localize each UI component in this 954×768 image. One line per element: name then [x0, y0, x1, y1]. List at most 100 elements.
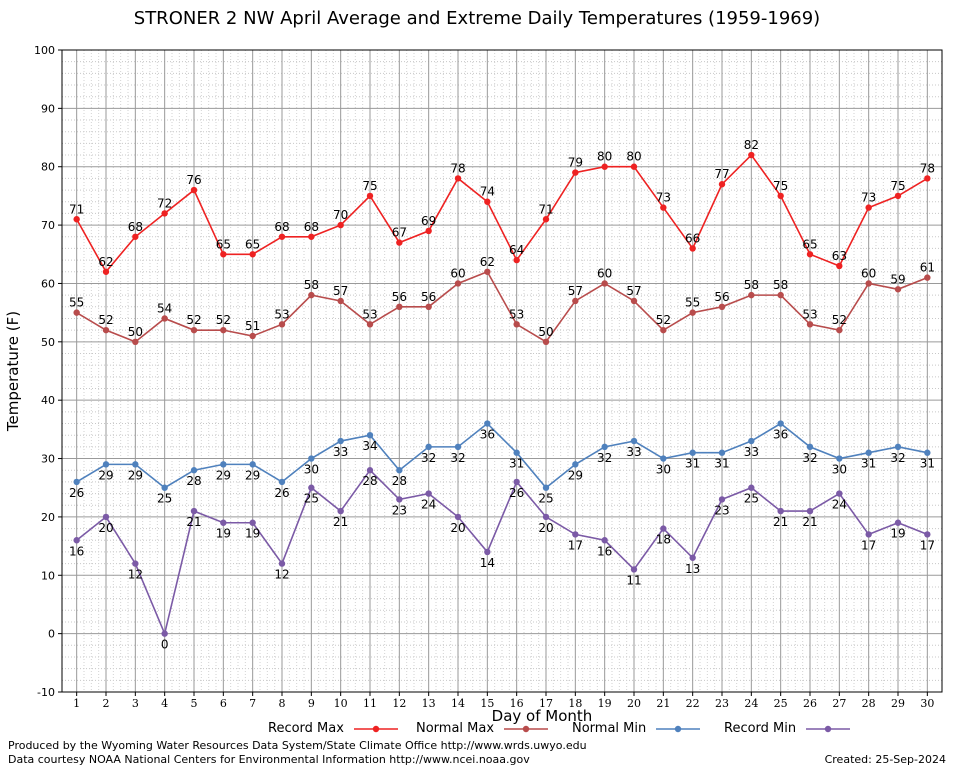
- data-point: [572, 297, 579, 305]
- data-label: 58: [304, 278, 319, 292]
- data-label: 82: [744, 138, 759, 152]
- x-tick-label: 11: [363, 697, 377, 710]
- legend-swatch: [353, 725, 398, 732]
- data-point: [484, 548, 491, 556]
- y-tick-label: 70: [41, 219, 55, 232]
- x-tick-label: 7: [249, 697, 256, 710]
- data-label: 68: [128, 220, 143, 234]
- data-point: [249, 519, 256, 526]
- x-tick-label: 19: [598, 697, 612, 710]
- y-tick-label: 10: [41, 569, 55, 582]
- legend-entry: Normal Max: [416, 721, 550, 736]
- data-point: [102, 513, 110, 521]
- data-label: 74: [480, 185, 495, 199]
- data-point: [220, 461, 227, 468]
- data-label: 31: [509, 457, 524, 471]
- data-point: [513, 449, 520, 456]
- data-label: 55: [685, 296, 700, 310]
- data-label: 68: [274, 220, 289, 234]
- data-point: [748, 484, 755, 491]
- data-point: [484, 198, 491, 205]
- data-label: 63: [832, 249, 847, 263]
- x-tick-label: 29: [891, 697, 905, 710]
- data-label: 68: [304, 220, 319, 234]
- data-point: [102, 461, 110, 468]
- data-point: [425, 227, 432, 235]
- data-point: [924, 274, 931, 281]
- data-point: [689, 245, 696, 252]
- data-label: 0: [161, 638, 169, 652]
- data-label: 36: [773, 428, 788, 442]
- data-point: [748, 151, 755, 159]
- data-point: [630, 437, 638, 445]
- data-label: 13: [685, 562, 700, 576]
- data-label: 66: [685, 231, 700, 245]
- y-tick-label: 0: [48, 628, 55, 641]
- major-grid: [62, 49, 942, 693]
- data-point: [308, 484, 315, 491]
- legend-label: Normal Min: [572, 721, 647, 736]
- data-point: [366, 467, 374, 474]
- data-label: 21: [333, 515, 348, 529]
- data-label: 54: [157, 301, 172, 315]
- data-label: 56: [714, 290, 729, 304]
- data-label: 69: [421, 214, 436, 228]
- data-point: [777, 192, 784, 200]
- x-tick-label: 6: [220, 697, 227, 710]
- data-point: [865, 204, 872, 211]
- data-point: [660, 455, 667, 462]
- data-point: [278, 321, 286, 328]
- x-tick-label: 27: [832, 697, 846, 710]
- data-label: 52: [832, 313, 847, 327]
- data-label: 79: [568, 156, 583, 170]
- data-label: 65: [216, 237, 231, 251]
- data-point: [308, 455, 315, 462]
- data-point: [396, 467, 403, 474]
- data-point: [425, 490, 432, 497]
- data-point: [278, 478, 286, 486]
- data-point: [836, 490, 843, 497]
- x-tick-label: 16: [510, 697, 524, 710]
- data-label: 16: [597, 544, 612, 558]
- series-line: [76, 422, 928, 489]
- data-point: [73, 216, 80, 223]
- x-axis-label: Day of Month: [492, 707, 593, 725]
- data-label: 19: [890, 527, 905, 541]
- data-point: [601, 443, 608, 451]
- data-label: 17: [861, 538, 876, 552]
- data-label: 78: [920, 161, 935, 175]
- x-tick-label: 13: [422, 697, 436, 710]
- data-label: 20: [538, 521, 553, 535]
- footer-produced-by: Produced by the Wyoming Water Resources …: [8, 739, 587, 752]
- x-tick-label: 14: [451, 697, 465, 710]
- y-tick-label: 40: [41, 394, 55, 407]
- data-point: [161, 630, 168, 637]
- data-point: [718, 449, 726, 456]
- data-point: [777, 507, 784, 515]
- data-label: 12: [274, 568, 289, 582]
- data-point: [425, 303, 432, 310]
- series-line: [75, 153, 928, 274]
- data-point: [513, 478, 520, 486]
- data-point: [132, 560, 139, 567]
- data-label: 62: [98, 255, 113, 269]
- data-label: 58: [773, 278, 788, 292]
- data-label: 75: [773, 179, 788, 193]
- data-label: 26: [69, 486, 84, 500]
- data-point: [542, 338, 550, 346]
- data-point: [924, 531, 931, 538]
- data-point: [718, 303, 726, 310]
- data-label: 21: [186, 515, 201, 529]
- data-point: [542, 484, 550, 491]
- x-tick-label: 5: [191, 697, 198, 710]
- data-point: [806, 507, 814, 515]
- data-label: 26: [509, 486, 524, 500]
- x-tick-label: 10: [334, 697, 348, 710]
- data-point: [572, 169, 579, 176]
- data-point: [718, 181, 726, 188]
- data-label: 50: [538, 325, 553, 339]
- x-tick-label: 3: [132, 697, 139, 710]
- series-line: [76, 468, 928, 637]
- data-label: 36: [480, 428, 495, 442]
- data-point: [161, 484, 168, 491]
